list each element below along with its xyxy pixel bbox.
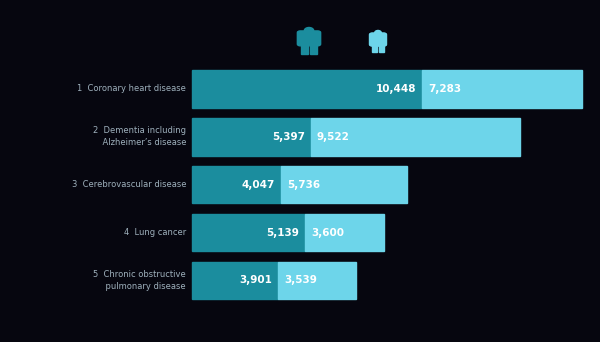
FancyBboxPatch shape [370, 33, 386, 46]
Ellipse shape [374, 30, 382, 35]
Text: 3,539: 3,539 [284, 275, 317, 286]
Text: 4  Lung cancer: 4 Lung cancer [124, 228, 186, 237]
Bar [192, 70, 422, 108]
Bar [422, 70, 582, 108]
Text: 5  Chronic obstructive
    pulmonary disease: 5 Chronic obstructive pulmonary disease [93, 270, 186, 291]
Text: 10,448: 10,448 [376, 84, 416, 94]
Text: 5,736: 5,736 [287, 180, 320, 190]
Bar [379, 44, 383, 52]
Bar [373, 44, 377, 52]
Text: 1  Coronary heart disease: 1 Coronary heart disease [77, 84, 186, 93]
Bar [192, 262, 278, 299]
Bar [192, 214, 305, 251]
Text: 7,283: 7,283 [428, 84, 461, 94]
Text: 5,397: 5,397 [272, 132, 305, 142]
Bar [278, 262, 356, 299]
Bar [281, 166, 407, 203]
Text: 2  Dementia including
    Alzheimer’s disease: 2 Dementia including Alzheimer’s disease [91, 127, 186, 147]
Ellipse shape [304, 27, 314, 34]
Bar [192, 166, 281, 203]
Text: 5,139: 5,139 [266, 227, 299, 238]
Text: 9,522: 9,522 [317, 132, 350, 142]
Text: 3,600: 3,600 [311, 227, 344, 238]
Text: 3  Cerebrovascular disease: 3 Cerebrovascular disease [71, 180, 186, 189]
Bar [311, 118, 520, 156]
Bar [310, 43, 317, 54]
FancyBboxPatch shape [298, 31, 320, 46]
Bar [301, 43, 308, 54]
Bar [305, 214, 384, 251]
Bar [192, 118, 311, 156]
Text: 3,901: 3,901 [239, 275, 272, 286]
Text: 4,047: 4,047 [242, 180, 275, 190]
